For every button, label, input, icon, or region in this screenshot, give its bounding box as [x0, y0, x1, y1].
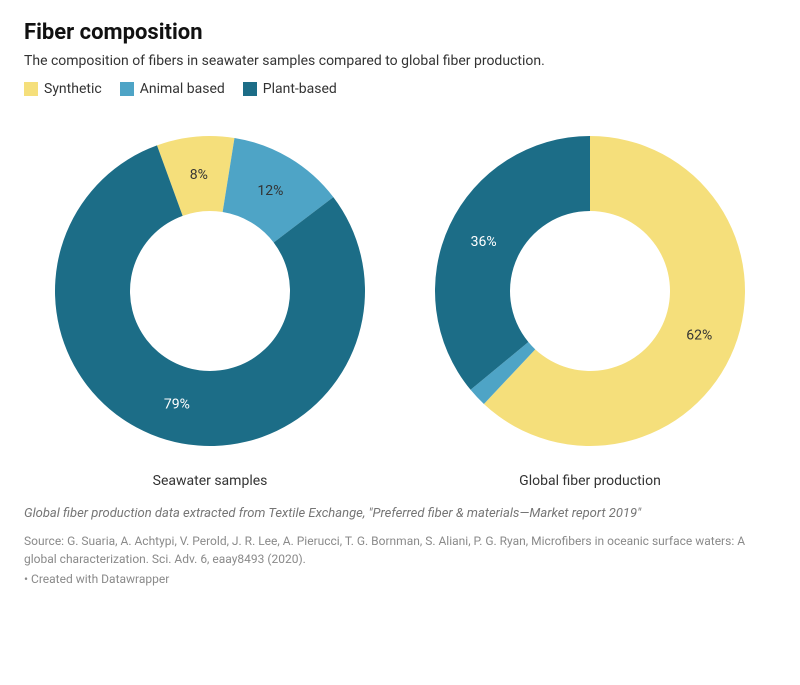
legend-item-animal: Animal based [120, 81, 225, 97]
donut-slice [435, 136, 590, 390]
charts-row: 8% 12% 79% Seawater samples 62% 36% Global … [24, 121, 776, 489]
legend-item-synthetic: Synthetic [24, 81, 102, 97]
donut-label: Global fiber production [519, 473, 661, 489]
slice-value-label: 79% [164, 397, 190, 413]
legend-item-plant: Plant-based [243, 81, 337, 97]
slice-value-label: 8% [190, 167, 208, 183]
slice-value-label: 12% [257, 183, 283, 199]
chart-subtitle: The composition of fibers in seawater sa… [24, 53, 776, 69]
legend-label: Animal based [140, 81, 225, 97]
donut-svg-global: 62% 36% [420, 121, 760, 461]
donut-global: 62% 36% Global fiber production [420, 121, 760, 489]
donut-svg-seawater: 8% 12% 79% [40, 121, 380, 461]
chart-credit: • Created with Datawrapper [24, 572, 776, 586]
chart-note: Global fiber production data extracted f… [24, 505, 776, 523]
donut-seawater: 8% 12% 79% Seawater samples [40, 121, 380, 489]
chart-source: Source: G. Suaria, A. Achtypi, V. Perold… [24, 533, 776, 568]
legend-label: Synthetic [44, 81, 102, 97]
legend-label: Plant-based [263, 81, 337, 97]
slice-value-label: 36% [471, 234, 497, 250]
legend: Synthetic Animal based Plant-based [24, 81, 776, 97]
donut-label: Seawater samples [153, 473, 268, 489]
chart-title: Fiber composition [24, 20, 776, 45]
swatch-icon [243, 82, 257, 96]
swatch-icon [120, 82, 134, 96]
swatch-icon [24, 82, 38, 96]
slice-value-label: 62% [686, 327, 712, 343]
